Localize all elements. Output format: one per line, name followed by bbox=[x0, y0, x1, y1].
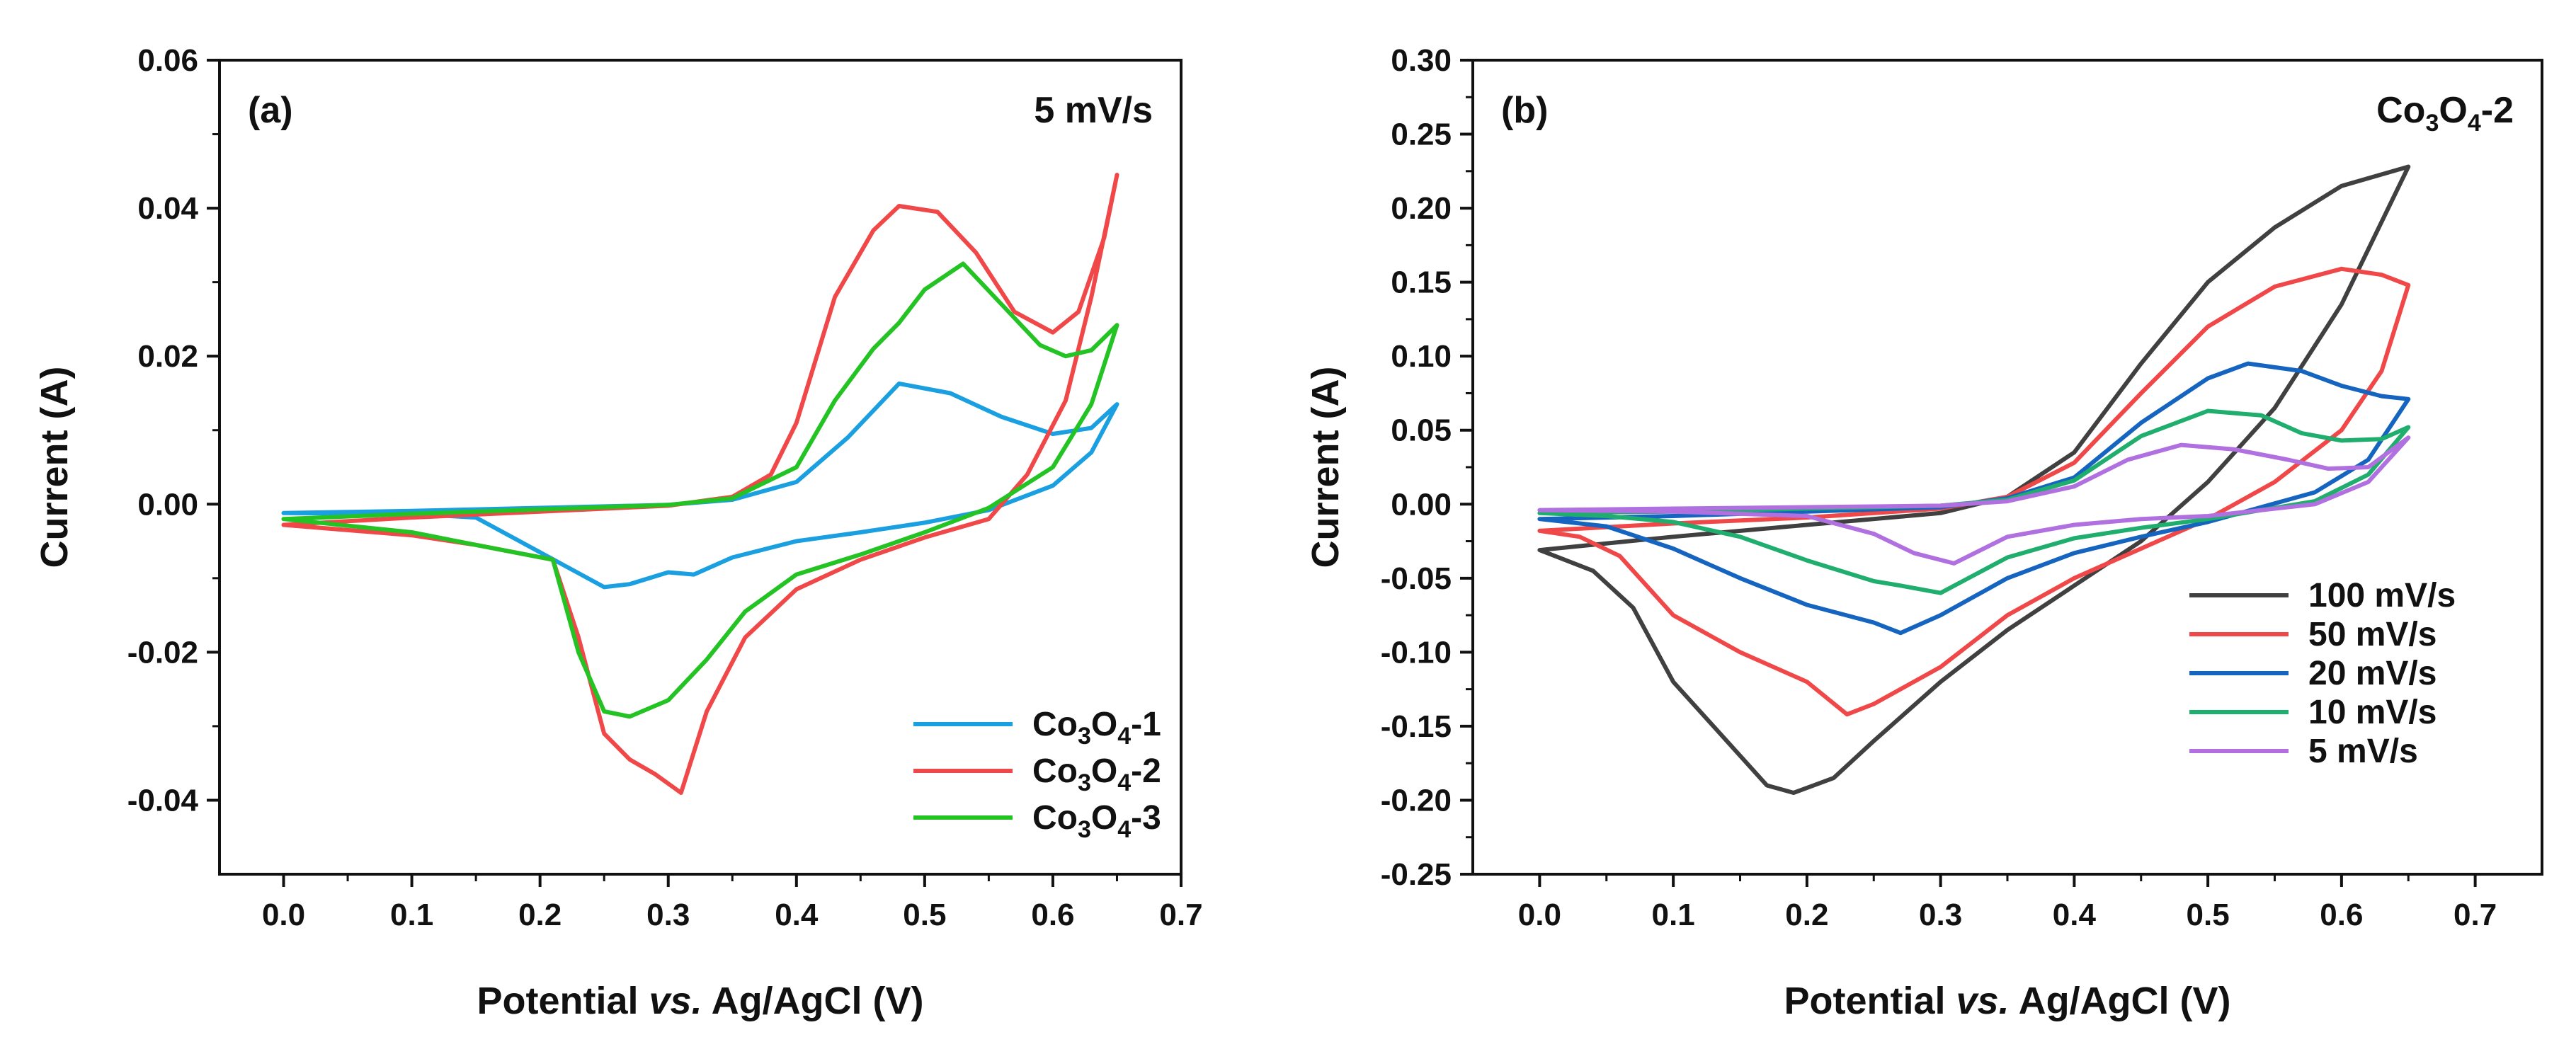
x-tick-label: 0.7 bbox=[1159, 898, 1202, 932]
y-tick-label: -0.05 bbox=[1381, 561, 1452, 596]
panel-annotation: Co3O4-2 bbox=[2376, 90, 2514, 137]
y-tick-label: -0.25 bbox=[1381, 857, 1452, 892]
x-tick-label: 0.5 bbox=[903, 898, 946, 932]
y-tick-label: 0.10 bbox=[1391, 339, 1452, 374]
x-axis-title: Potential vs. Ag/AgCl (V) bbox=[477, 980, 923, 1022]
legend-label: Co3O4-3 bbox=[1032, 799, 1161, 843]
y-tick-label: 0.05 bbox=[1391, 413, 1452, 448]
series-line-100-mv-s bbox=[1537, 164, 2411, 795]
y-tick-label: 0.00 bbox=[1391, 487, 1452, 522]
x-axis-title: Potential vs. Ag/AgCl (V) bbox=[1784, 980, 2230, 1022]
y-tick-label: 0.30 bbox=[1391, 43, 1452, 78]
x-tick-label: 0.6 bbox=[2320, 898, 2363, 932]
x-tick-label: 0.6 bbox=[1031, 898, 1074, 932]
y-axis-title: Current (A) bbox=[33, 367, 76, 568]
x-tick-label: 0.1 bbox=[390, 898, 433, 932]
series-line-co3o4-2 bbox=[281, 173, 1119, 795]
legend: 100 mV/s50 mV/s20 mV/s10 mV/s5 mV/s bbox=[2189, 577, 2456, 770]
plot-frame bbox=[218, 59, 1182, 876]
y-tick-label: 0.20 bbox=[1391, 191, 1452, 226]
y-tick-label: -0.10 bbox=[1381, 635, 1452, 670]
x-tick-label: 0.1 bbox=[1652, 898, 1695, 932]
series-line-co3o4-3 bbox=[281, 261, 1119, 719]
series-line-5-mv-s bbox=[1537, 435, 2411, 566]
x-tick-label: 0.7 bbox=[2454, 898, 2497, 932]
x-tick-label: 0.2 bbox=[1785, 898, 1828, 932]
y-tick-label: -0.02 bbox=[127, 635, 198, 670]
y-tick-label: 0.00 bbox=[137, 487, 198, 522]
y-tick-label: 0.06 bbox=[137, 43, 198, 78]
panel-label: (b) bbox=[1501, 90, 1548, 131]
x-tick-label: 0.0 bbox=[1518, 898, 1561, 932]
legend-label: Co3O4-1 bbox=[1032, 706, 1161, 750]
y-tick-label: -0.20 bbox=[1381, 783, 1452, 818]
y-tick-label: -0.04 bbox=[127, 783, 199, 818]
y-axis-title: Current (A) bbox=[1304, 367, 1347, 568]
legend-label: 10 mV/s bbox=[2308, 694, 2437, 731]
y-tick-label: 0.25 bbox=[1391, 118, 1452, 152]
legend-label: 5 mV/s bbox=[2308, 733, 2418, 770]
x-tick-label: 0.0 bbox=[262, 898, 305, 932]
y-tick-label: 0.15 bbox=[1391, 265, 1452, 300]
x-tick-label: 0.3 bbox=[646, 898, 690, 932]
x-tick-label: 0.4 bbox=[2053, 898, 2097, 932]
series-line-10-mv-s bbox=[1537, 408, 2411, 595]
panel-a: 0.0 0.1 0.2 0.3 0.4 0.5 0.6 0.7 -0.04 -0.02 0.00 0.… bbox=[33, 43, 1203, 1022]
x-tick-label: 0.5 bbox=[2187, 898, 2230, 932]
x-tick-label: 0.2 bbox=[518, 898, 562, 932]
x-tick-label: 0.3 bbox=[1919, 898, 1962, 932]
legend-label: 20 mV/s bbox=[2308, 655, 2437, 692]
panel-b: 0.0 0.1 0.2 0.3 0.4 0.5 0.6 0.7 -0.25 -0.20 -0.15 -… bbox=[1304, 43, 2543, 1022]
series-line-50-mv-s bbox=[1537, 266, 2411, 717]
legend-label: Co3O4-2 bbox=[1032, 752, 1161, 796]
legend-label: 100 mV/s bbox=[2308, 577, 2456, 614]
y-tick-label: 0.04 bbox=[137, 191, 198, 226]
x-tick-label: 0.4 bbox=[775, 898, 819, 932]
series-line-co3o4-1 bbox=[281, 381, 1119, 590]
panel-annotation: 5 mV/s bbox=[1034, 90, 1153, 131]
panel-label: (a) bbox=[248, 90, 293, 131]
y-tick-label: -0.15 bbox=[1381, 709, 1452, 744]
legend-label: 50 mV/s bbox=[2308, 616, 2437, 653]
y-tick-label: 0.02 bbox=[137, 339, 198, 374]
